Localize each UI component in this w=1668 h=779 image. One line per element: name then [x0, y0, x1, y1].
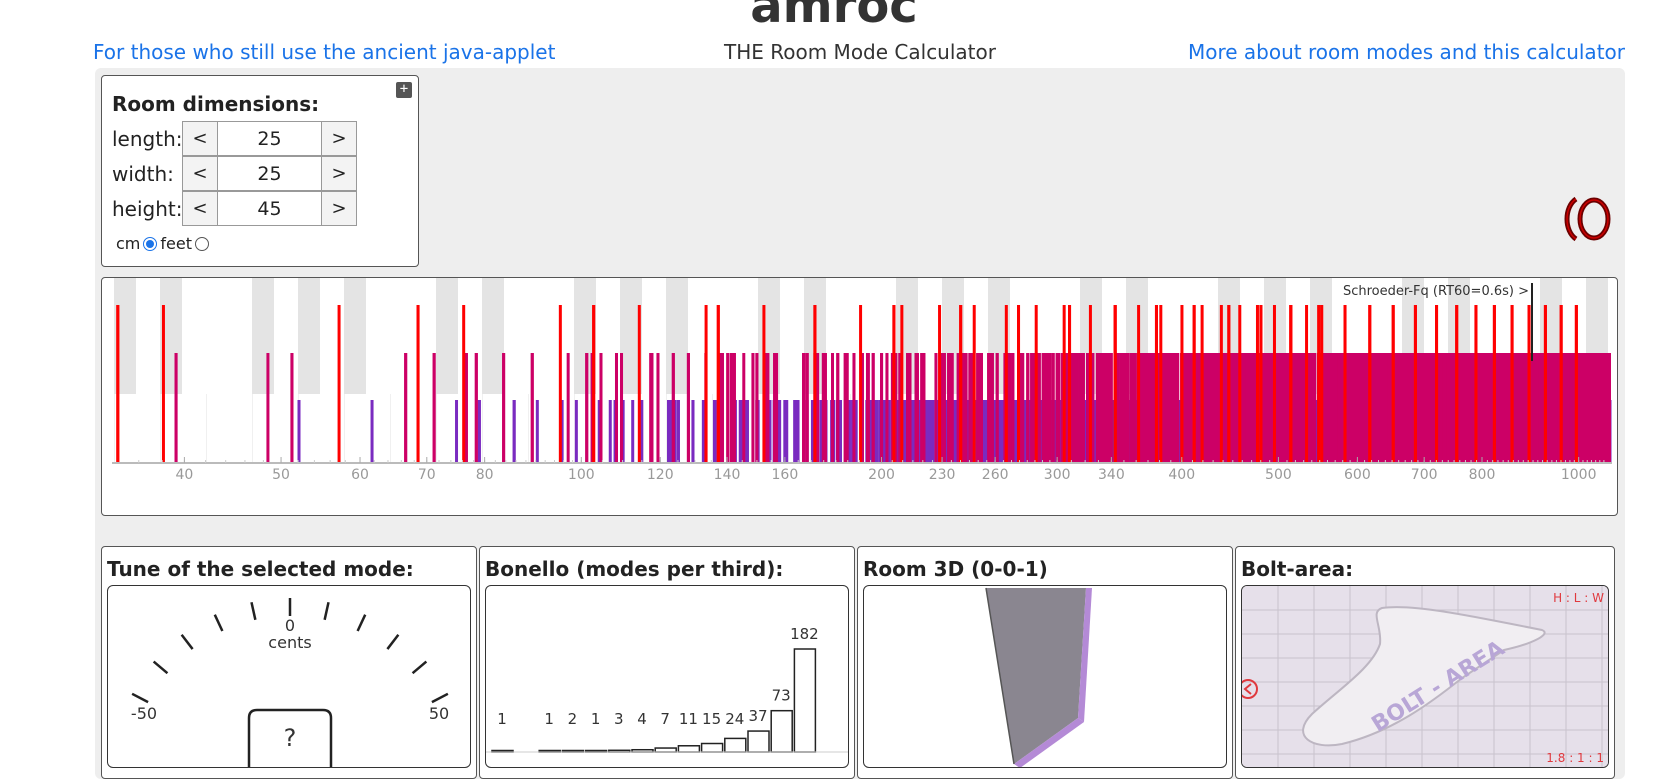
room-dimensions-heading: Room dimensions: — [112, 92, 319, 116]
unit-feet-label: feet — [160, 234, 192, 253]
room-mode-line[interactable] — [691, 400, 695, 462]
room-mode-line[interactable] — [838, 400, 842, 462]
room-mode-line[interactable] — [477, 400, 481, 462]
width-label: width: — [112, 162, 182, 186]
room-mode-line[interactable] — [668, 400, 672, 462]
room-mode-line[interactable] — [560, 400, 564, 462]
unit-cm-radio[interactable] — [143, 236, 158, 251]
app-subtitle: THE Room Mode Calculator — [0, 40, 1668, 64]
room-mode-line[interactable] — [713, 400, 717, 462]
room-mode-line[interactable] — [574, 400, 578, 462]
height-label: height: — [112, 197, 183, 221]
room-mode-line[interactable] — [953, 400, 957, 462]
width-row: width: < 25 > — [112, 156, 357, 191]
height-decrease-button[interactable]: < — [182, 191, 218, 226]
height-row: height: < 45 > — [112, 191, 357, 226]
room-mode-line[interactable] — [875, 400, 879, 462]
room-mode-line[interactable] — [925, 400, 929, 462]
room-mode-line[interactable] — [370, 400, 374, 462]
mode-spectrum-chart[interactable]: 40 50 60 70 80 100 120 140 160 200 230 260 300 340 400… — [102, 278, 1618, 516]
length-row: length: < 25 > — [112, 121, 357, 156]
unit-cm-label: cm — [116, 234, 140, 253]
length-label: length: — [112, 127, 183, 151]
room-mode-line[interactable] — [512, 400, 516, 462]
room-mode-line[interactable] — [631, 400, 635, 462]
width-increase-button[interactable]: > — [321, 156, 357, 191]
room-mode-line[interactable] — [796, 400, 800, 462]
room-dimensions-panel: + Room dimensions: length: < 25 > width:… — [101, 75, 419, 267]
room-mode-line[interactable] — [783, 400, 787, 462]
room-mode-line[interactable] — [673, 400, 677, 462]
length-input[interactable]: 25 — [218, 121, 321, 156]
app-title: amroc — [0, 0, 1668, 34]
java-applet-link[interactable]: For those who still use the ancient java… — [93, 40, 555, 64]
unit-selector: cm feet — [116, 234, 209, 253]
length-increase-button[interactable]: > — [321, 121, 357, 156]
room-mode-line[interactable] — [929, 400, 933, 462]
room-mode-line[interactable] — [597, 400, 601, 462]
room-mode-line[interactable] — [785, 400, 789, 462]
room-mode-line[interactable] — [676, 400, 680, 462]
amroc-logo-icon — [1564, 196, 1611, 242]
room-mode-line[interactable] — [778, 400, 782, 462]
length-decrease-button[interactable]: < — [182, 121, 218, 156]
unit-feet-radio[interactable] — [194, 236, 209, 251]
plus-square-icon[interactable]: + — [396, 82, 412, 98]
room-mode-line[interactable] — [793, 400, 797, 462]
more-info-link[interactable]: More about room modes and this calculato… — [1188, 40, 1625, 64]
room-mode-line[interactable] — [608, 400, 612, 462]
mode-spectrum-panel[interactable]: 40 50 60 70 80 100 120 140 160 200 230 260 300 340 400… — [101, 277, 1618, 516]
width-input[interactable]: 25 — [218, 156, 321, 191]
room-mode-line[interactable] — [738, 400, 742, 462]
width-decrease-button[interactable]: < — [182, 156, 218, 191]
room-mode-line[interactable] — [911, 400, 915, 462]
room-mode-line[interactable] — [983, 400, 987, 462]
room-mode-line[interactable] — [745, 400, 749, 462]
room-mode-line[interactable] — [297, 400, 301, 462]
room-mode-line[interactable] — [535, 400, 539, 462]
height-input[interactable]: 45 — [218, 191, 321, 226]
room-mode-line[interactable] — [455, 400, 459, 462]
height-increase-button[interactable]: > — [321, 191, 357, 226]
